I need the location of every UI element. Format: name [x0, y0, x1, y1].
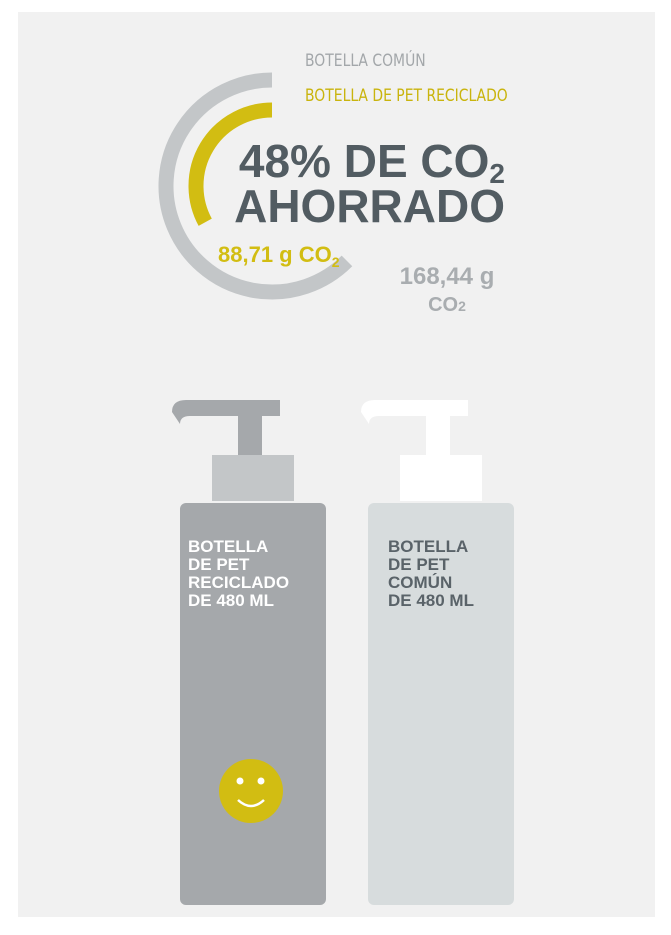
recycled-value: 88,71 g CO [218, 242, 332, 267]
headline-line2: AHORRADO [234, 180, 505, 232]
infographic: BOTELLA COMÚN BOTELLA DE PET RECICLADO 4… [0, 0, 671, 930]
legend-common: BOTELLA COMÚN [305, 50, 426, 71]
bottle-label-line: DE PET [188, 555, 250, 574]
bottle-label-line: DE 480 ML [188, 591, 274, 610]
common-unit-text: CO [428, 294, 458, 316]
bottle-label-line: DE PET [388, 555, 450, 574]
common-unit-sub: 2 [458, 298, 466, 314]
bottle-label-line: RECICLADO [188, 573, 289, 592]
bottle-label-line: BOTELLA [188, 537, 268, 556]
recycled-sub: 2 [332, 254, 340, 270]
bottle-label-line: BOTELLA [388, 537, 468, 556]
common-unit: CO2 [428, 294, 466, 316]
bottle-label-line: COMÚN [388, 573, 452, 592]
common-label: 168,44 g [400, 263, 495, 290]
recycled-label: 88,71 g CO2 [218, 242, 340, 270]
legend-recycled: BOTELLA DE PET RECICLADO [305, 86, 508, 106]
bottle-label-line: DE 480 ML [388, 591, 474, 610]
